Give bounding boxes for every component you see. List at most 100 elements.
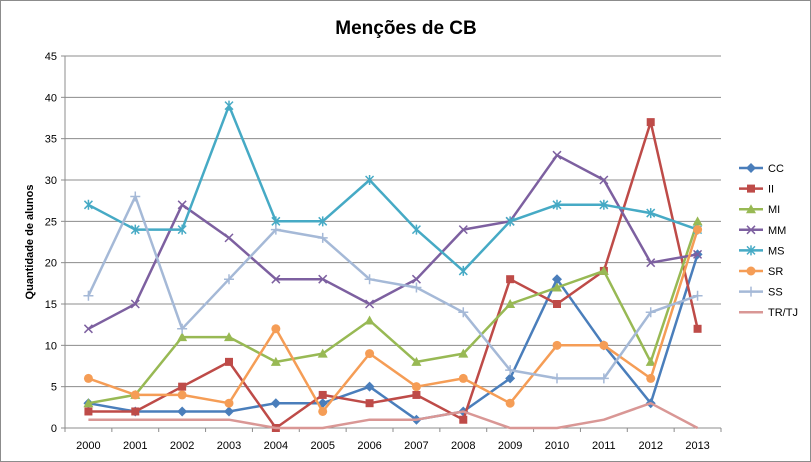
data-point-sr [411,382,421,392]
data-point-ss [458,307,469,318]
series-line-ms [87,104,699,273]
legend-label-ss: SS [768,287,783,299]
data-point-ii [131,407,140,416]
legend-item-mm: MM [739,225,786,237]
x-tick-label: 2008 [451,440,475,452]
legend-marker-mm [746,225,756,235]
data-point-mm [646,258,656,268]
legend-marker-ms [746,245,756,256]
series-lines [83,100,703,432]
legend-label-mm: MM [768,225,786,237]
data-point-sr [552,340,562,350]
data-point-mi [411,356,422,366]
data-point-sr [130,390,140,400]
data-point-sr [224,398,234,408]
data-point-ss [177,323,188,334]
data-point-sr [318,406,328,416]
data-point-mi [317,348,328,358]
series-line-mm [87,153,698,330]
data-point-ms [365,175,375,185]
data-point-mm [271,274,281,284]
data-point-ss [692,290,703,301]
y-tick-label: 25 [45,216,57,228]
data-point-ii [646,118,655,127]
data-point-ii [225,357,233,366]
data-point-ms [552,199,562,210]
legend-item-ii: II [739,184,774,196]
data-point-sr [365,349,375,359]
legend-marker-cc [746,163,756,173]
legend: CC II MI MM MS SR SS TR/TJ [739,163,798,319]
y-tick-label: 45 [45,51,57,63]
data-point-mm [83,324,93,334]
data-point-mi [177,332,188,342]
data-point-cc [177,406,188,417]
data-point-cc [505,373,516,384]
data-point-ms [505,216,515,227]
y-tick-label: 15 [45,299,57,311]
legend-marker-ss [746,286,756,297]
legend-marker-ii [747,184,755,193]
axes: 0 5 10 15 20 25 30 35 40 45 2000 2001 2002 2003 2004 20… [45,51,722,452]
legend-item-cc: CC [739,163,784,175]
data-point-mm [693,249,703,259]
data-point-ss [505,365,516,376]
chart-title: Menções de CB [335,18,476,39]
data-point-ss [224,274,234,285]
y-tick-label: 35 [45,134,57,146]
data-point-mm [130,299,140,309]
y-tick-label: 0 [51,423,57,435]
data-point-ii [553,300,561,308]
legend-marker-sr [746,266,756,276]
data-point-ms [599,199,609,210]
data-point-mm [411,274,421,284]
series-ii [84,118,702,432]
series-tr-tj [88,401,699,430]
data-point-ms [318,216,328,227]
data-point-cc [552,274,562,285]
data-point-ms [83,199,93,210]
data-point-ii [459,415,468,424]
data-point-sr [693,225,703,235]
legend-item-sr: SR [739,266,783,278]
data-point-mi [270,356,281,366]
legend-item-ms: MS [739,245,785,257]
data-point-mi [505,299,516,308]
legend-item-ss: SS [739,286,783,299]
data-point-mm [552,150,562,160]
x-tick-label: 2012 [638,440,662,452]
legend-label-cc: CC [768,163,784,175]
data-point-sr [271,324,281,334]
series-line-ii [88,120,699,430]
legend-label-ii: II [768,184,774,196]
data-point-mi [458,348,469,358]
x-tick-label: 2009 [498,440,522,452]
legend-label-tr-tj: TR/TJ [768,307,798,319]
x-tick-label: 2003 [217,440,241,452]
series-line-tr-tj [88,401,699,430]
data-point-mi [692,216,703,226]
y-tick-label: 30 [45,175,57,187]
series-line-mi [88,220,699,405]
data-point-ss [364,274,375,285]
data-point-cc [364,381,375,392]
data-point-ii [178,382,187,391]
data-point-mi [83,398,94,408]
data-point-mi [645,356,656,366]
x-tick-label: 2013 [685,440,709,452]
data-point-ss [270,224,281,235]
data-point-ss [645,307,656,318]
series-mm [83,150,703,334]
data-point-ms [177,224,187,235]
data-point-ss [130,191,141,202]
data-point-ss [83,290,94,301]
data-point-mm [599,175,609,185]
data-point-ms [130,224,140,235]
data-point-sr [505,398,515,408]
data-point-ms [411,224,421,235]
legend-label-mi: MI [768,204,780,216]
data-point-mi [552,282,562,292]
y-tick-label: 40 [45,92,57,104]
data-point-ms [458,265,468,276]
x-tick-label: 2006 [357,440,381,452]
